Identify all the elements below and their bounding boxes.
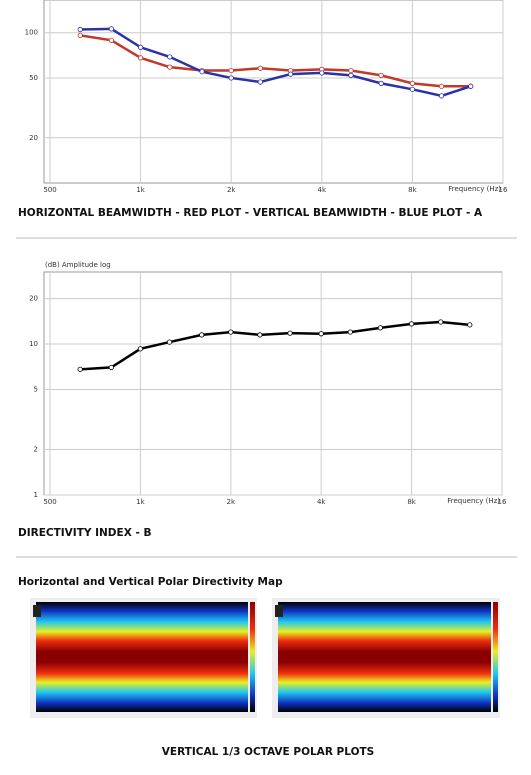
data-point [378, 80, 384, 86]
x-tick-label: 8k [407, 498, 416, 506]
data-point [287, 330, 293, 336]
data-point [77, 26, 83, 33]
data-point [408, 321, 415, 327]
x-tick-label: 4k [318, 186, 327, 194]
y-tick-label: 50 [29, 74, 38, 82]
data-point [467, 322, 473, 328]
x-axis-label: Frequency (Hz) [448, 185, 501, 193]
data-point [138, 55, 144, 61]
section-caption: VERTICAL 1/3 OCTAVE POLAR PLOTS [162, 746, 374, 758]
y-tick-label: 100 [25, 29, 38, 37]
x-tick-label: 16 [499, 186, 508, 194]
x-tick-label: 1k [136, 186, 145, 194]
section-heading: Horizontal and Vertical Polar Directivit… [18, 576, 283, 588]
y-tick-label: 5 [34, 385, 38, 393]
data-point [468, 83, 474, 89]
x-axis-label: Frequency (Hz) [447, 497, 500, 505]
data-point [438, 83, 445, 89]
y-tick-label: 10 [29, 340, 38, 348]
data-point [287, 71, 294, 77]
data-point [166, 339, 173, 345]
data-point [77, 366, 83, 372]
x-tick-label: 2k [227, 498, 236, 506]
data-point [348, 67, 354, 74]
x-tick-label: 2k [227, 186, 236, 194]
x-tick-label: 4k [317, 498, 326, 506]
data-point [409, 86, 415, 92]
x-tick-label: 500 [43, 186, 56, 194]
data-point [319, 70, 325, 76]
polar-map [272, 598, 500, 718]
data-point [257, 65, 263, 71]
data-point [167, 64, 173, 70]
data-point [378, 72, 384, 78]
y-axis-label: (dB) Amplitude log [45, 261, 111, 269]
polar-map [30, 598, 257, 718]
y-tick-label: 20 [29, 134, 38, 142]
data-point [318, 331, 324, 337]
data-point [347, 329, 353, 335]
data-point [108, 26, 115, 32]
data-point [108, 364, 114, 371]
plot-area [43, 271, 503, 496]
data-point [257, 332, 263, 338]
x-tick-label: 16 [498, 498, 507, 506]
y-tick-label: 20 [29, 295, 38, 303]
data-point [348, 72, 354, 78]
x-tick-label: 8k [408, 186, 417, 194]
data-line [80, 27, 472, 98]
data-point [438, 93, 445, 99]
data-point [77, 32, 83, 38]
data-point [228, 67, 234, 74]
data-line [80, 34, 471, 88]
data-point [167, 54, 173, 60]
chart-title: DIRECTIVITY INDEX - B [18, 527, 151, 539]
data-point [228, 75, 234, 81]
data-point [377, 325, 384, 331]
data-point [257, 79, 263, 85]
data-point [438, 319, 444, 325]
chart-title: HORIZONTAL BEAMWIDTH - RED PLOT - VERTIC… [18, 207, 483, 219]
y-tick-label: 2 [34, 446, 38, 454]
data-point [138, 44, 144, 50]
x-tick-label: 1k [136, 498, 145, 506]
x-tick-label: 500 [43, 498, 56, 506]
data-point [199, 69, 205, 75]
data-point [199, 332, 205, 338]
data-point [137, 346, 143, 352]
data-point [228, 329, 234, 335]
data-point [108, 37, 115, 43]
data-point [409, 80, 415, 86]
y-tick-label: 1 [34, 491, 38, 499]
data-line [80, 320, 470, 371]
